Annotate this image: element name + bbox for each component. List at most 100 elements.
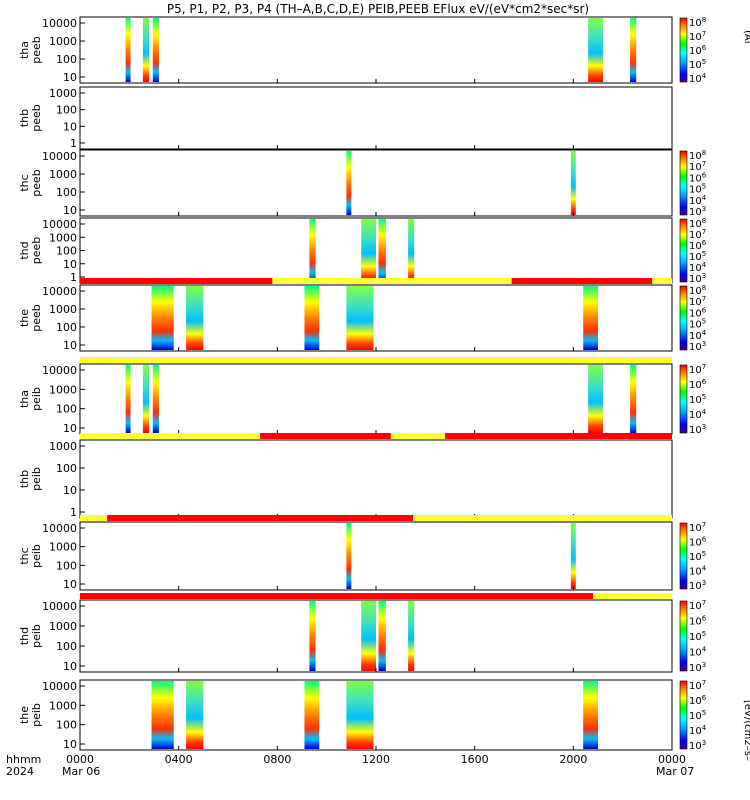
colorbar-tick-label: 103 — [689, 579, 706, 592]
panel-frame — [79, 521, 673, 591]
mode-bar-segment — [445, 433, 672, 439]
panel-label-instrument: tha — [18, 390, 31, 408]
y-tick-label: 10 — [63, 71, 77, 84]
mode-bar — [80, 278, 672, 284]
x-axis-label-top: hhmm — [6, 753, 41, 766]
panel-frame — [79, 86, 673, 150]
colorbar-tick-label: 107 — [689, 228, 706, 241]
mode-bar-segment — [272, 278, 512, 284]
colorbar-tick-label: 106 — [689, 378, 707, 391]
panel-label-instrument: thd — [18, 241, 31, 259]
y-tick-label: 1000 — [49, 383, 77, 396]
panel-label-instrument: thc — [18, 174, 31, 191]
y-tick-label: 1000 — [49, 87, 77, 100]
y-tick-label: 1000 — [49, 620, 77, 633]
colorbar-tick-label: 106 — [689, 615, 707, 628]
colorbar-tick-label: 107 — [689, 363, 706, 376]
x-tick-label: 0000 — [658, 753, 686, 766]
panel-label-mode: peib — [30, 467, 43, 491]
spectrogram-segment — [583, 681, 598, 749]
y-tick-label: 10 — [63, 484, 77, 497]
spectrogram-segment — [588, 365, 603, 433]
panel-label-mode: peeb — [30, 169, 43, 197]
spectrogram-segment — [309, 219, 316, 282]
y-tick-label: 100 — [56, 462, 77, 475]
y-tick-label: 1000 — [49, 440, 77, 453]
panel-label-instrument: the — [18, 706, 31, 724]
x-tick-label: 1600 — [461, 753, 489, 766]
y-tick-label: 10 — [63, 660, 77, 673]
y-tick-label: 10000 — [42, 680, 77, 693]
colorbar-tick-label: 105 — [689, 709, 706, 722]
spectrogram-segment — [186, 681, 204, 749]
colorbar-side-label: (Al — [742, 30, 750, 44]
mode-bar-segment — [390, 433, 446, 439]
y-tick-label: 1000 — [49, 35, 77, 48]
panel-frame — [79, 16, 673, 84]
mode-bar — [80, 593, 672, 599]
x-axis-label-bottom: 2024 — [6, 765, 34, 778]
colorbar-tick-label: 103 — [689, 739, 706, 752]
panel-label-instrument: thc — [18, 547, 31, 564]
panel-label-instrument: thb — [18, 109, 31, 127]
colorbar — [679, 17, 688, 83]
spectrogram-segment — [630, 18, 637, 82]
mode-bar-segment — [593, 593, 672, 599]
colorbar-tick-label: 104 — [689, 72, 707, 85]
spectrogram-segment — [152, 18, 159, 82]
colorbar-tick-label: 106 — [689, 306, 707, 319]
spectrogram-segment — [378, 219, 386, 282]
y-tick-label: 10 — [63, 738, 77, 751]
colorbar-tick-label: 103 — [689, 205, 706, 218]
colorbar-tick-label: 108 — [689, 16, 706, 29]
chart-title: P5, P1, P2, P3, P4 (TH–A,B,C,D,E) PEIB,P… — [167, 2, 589, 16]
colorbar — [679, 150, 688, 216]
spectrogram-segment — [346, 523, 352, 589]
y-tick-label: 1000 — [49, 541, 77, 554]
panel-label-instrument: the — [18, 309, 31, 327]
y-tick-label: 1 — [70, 271, 77, 284]
spectrogram-segment — [570, 151, 576, 215]
mode-bar-segment — [511, 278, 653, 284]
colorbar-tick-label: 106 — [689, 536, 707, 549]
y-tick-label: 100 — [56, 403, 77, 416]
colorbar-tick-label: 107 — [689, 679, 706, 692]
colorbar-tick-label: 103 — [689, 423, 706, 436]
spectrogram-segment — [151, 286, 174, 350]
colorbar — [679, 522, 688, 590]
mode-bar-segment — [260, 433, 391, 439]
colorbar — [679, 285, 688, 351]
mode-bar-segment — [652, 278, 672, 284]
colorbar-tick-label: 106 — [689, 239, 707, 252]
panel-label-mode: peib — [30, 624, 43, 648]
y-tick-label: 1000 — [49, 168, 77, 181]
colorbar-tick-label: 108 — [689, 217, 706, 230]
colorbar-tick-label: 105 — [689, 58, 706, 71]
colorbar-tick-label: 108 — [689, 284, 706, 297]
panel-thb-peeb: 1000 100 10 1 thb peeb — [18, 86, 673, 150]
x-tick-label: 2000 — [559, 753, 587, 766]
colorbar — [679, 218, 688, 283]
y-tick-label: 10000 — [42, 218, 77, 231]
spectrogram-segment — [142, 18, 150, 82]
colorbar-tick-label: 104 — [689, 646, 707, 659]
spectrogram-segment — [152, 365, 159, 433]
colorbar-tick-label: 107 — [689, 160, 706, 173]
mode-bar-segment — [107, 515, 413, 521]
y-tick-label: 10000 — [42, 17, 77, 30]
mode-bar-segment — [80, 433, 261, 439]
colorbar-tick-label: 104 — [689, 724, 707, 737]
y-tick-label: 10000 — [42, 150, 77, 163]
colorbar-tick-label: 105 — [689, 550, 706, 563]
panel-frame — [79, 363, 673, 435]
y-tick-label: 100 — [56, 53, 77, 66]
spectrogram-segment — [630, 365, 637, 433]
x-tick-label: 0000 — [66, 753, 94, 766]
colorbar-tick-label: 103 — [689, 340, 706, 353]
mode-bar — [80, 433, 672, 439]
colorbar-side-label-bottom: [eV/(cm2–s– — [742, 700, 750, 761]
